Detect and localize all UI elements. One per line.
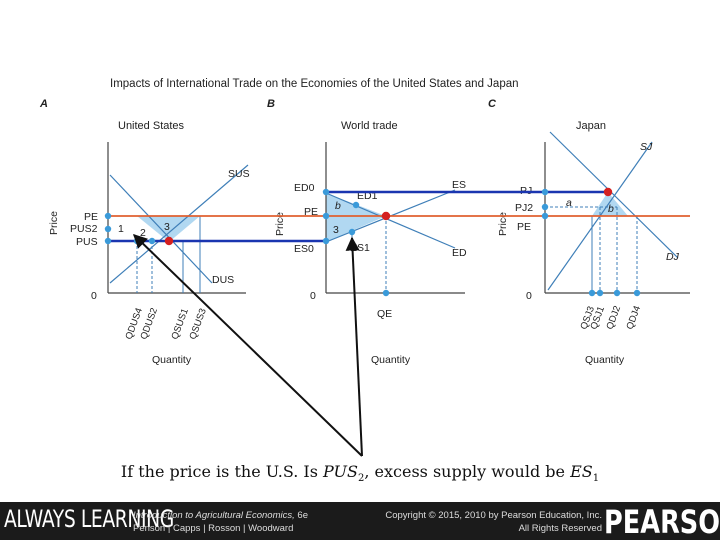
point-japan-qdj4 xyxy=(633,289,641,297)
area-us-triangle xyxy=(137,216,200,242)
caption-text-2: , excess supply would be xyxy=(364,462,571,481)
us-demand-curve xyxy=(109,174,213,284)
us-area-1: 1 xyxy=(118,223,124,235)
caption-pus: PUS xyxy=(323,462,358,481)
world-es-label: ES xyxy=(452,179,466,191)
world-area-b: b xyxy=(335,200,341,212)
point-us-pe xyxy=(104,212,112,220)
us-price-pus: PUS xyxy=(76,236,98,248)
arrow-to-es1 xyxy=(345,236,363,457)
japan-demand-label: DJ xyxy=(666,251,680,263)
point-us-qdus2 xyxy=(148,237,156,245)
point-japan-qdj2 xyxy=(613,289,621,297)
us-price-pe: PE xyxy=(84,211,98,223)
panel-japan-title: Japan xyxy=(576,120,606,132)
panel-letter-a: A xyxy=(39,98,48,110)
panel-letter-c: C xyxy=(488,98,497,110)
panel-letter-b: B xyxy=(267,98,275,110)
japan-supply-label: SJ xyxy=(640,141,653,153)
world-tick-qe: QE xyxy=(377,308,392,320)
point-japan-qsj1 xyxy=(596,289,604,297)
area-japan-b xyxy=(592,192,628,216)
panel-japan: Japan Price SJ DJ PJ PJ2 PE a b 0 QSJ3 Q… xyxy=(497,120,690,366)
japan-area-b: b xyxy=(608,203,614,215)
japan-origin: 0 xyxy=(526,290,532,302)
world-y-axis-label: Price xyxy=(274,212,286,236)
pointer-arrow-icon xyxy=(132,234,363,457)
japan-price-pj2: PJ2 xyxy=(515,202,533,214)
japan-price-pe: PE xyxy=(517,221,531,233)
us-tick-qsus3: QSUS3 xyxy=(187,307,208,341)
us-supply-label: SUS xyxy=(228,168,250,180)
world-price-pe: PE xyxy=(304,206,318,218)
us-area-2: 2 xyxy=(140,227,146,239)
copyright-text: Copyright © 2015, 2010 by Pearson Educat… xyxy=(385,510,602,521)
us-x-axis-label: Quantity xyxy=(152,354,192,366)
pearson-logo: PEARSON xyxy=(604,503,720,541)
point-us-pus xyxy=(104,237,112,245)
point-world-es0 xyxy=(322,237,330,245)
caption-text-1: If the price is the U.S. Is xyxy=(120,462,324,481)
us-area-3: 3 xyxy=(164,221,170,233)
panel-us-title: United States xyxy=(118,120,185,132)
point-world-qe xyxy=(382,289,390,297)
arrow-to-pus2 xyxy=(132,234,363,457)
panel-world-title: World trade xyxy=(341,120,398,132)
footer-bar: ALWAYS LEARNING Introduction to Agricult… xyxy=(0,502,720,541)
book-authors: Penson | Capps | Rosson | Woodward xyxy=(133,523,294,534)
point-japan-pj xyxy=(541,188,549,196)
japan-y-axis-label: Price xyxy=(497,212,509,236)
us-supply-curve xyxy=(109,164,249,284)
world-area-3: 3 xyxy=(333,224,339,236)
book-edition: 6e xyxy=(297,510,308,521)
marker-points xyxy=(104,187,641,297)
world-ed-label: ED xyxy=(452,247,467,259)
caption-es: ES xyxy=(570,462,593,481)
caption: If the price is the U.S. Is PUS2, excess… xyxy=(0,462,720,484)
japan-area-a: a xyxy=(566,197,572,209)
panel-world: World trade Price ED0 PE ES0 ED1 ES1 b 3… xyxy=(274,120,467,366)
point-japan-qsj3 xyxy=(588,289,596,297)
point-world-ed0 xyxy=(322,188,330,196)
point-world-equilibrium xyxy=(381,211,391,221)
panel-us: United States Price SUS DUS PE PUS2 PUS … xyxy=(48,120,250,366)
diagram-title: Impacts of International Trade on the Ec… xyxy=(110,78,519,90)
us-price-pus2: PUS2 xyxy=(70,223,98,235)
world-ed-curve xyxy=(325,192,456,249)
point-japan-pe xyxy=(541,212,549,220)
world-price-es0: ES0 xyxy=(294,243,314,255)
point-us-pus2 xyxy=(104,225,112,233)
point-world-ed1 xyxy=(352,201,360,209)
book-title: Introduction to Agricultural Economics, xyxy=(133,510,295,521)
point-japan-pj2 xyxy=(541,203,549,211)
us-y-axis-label: Price xyxy=(48,211,60,235)
us-demand-label: DUS xyxy=(212,274,234,286)
world-x-axis-label: Quantity xyxy=(371,354,411,366)
japan-x-axis-label: Quantity xyxy=(585,354,625,366)
always-learning-logo: ALWAYS LEARNING xyxy=(4,505,174,533)
caption-es-sub: 1 xyxy=(592,473,600,485)
us-origin: 0 xyxy=(91,290,97,302)
copyright: Copyright © 2015, 2010 by Pearson Educat… xyxy=(360,509,602,535)
point-us-highlight xyxy=(164,236,174,246)
world-price-ed0: ED0 xyxy=(294,182,315,194)
rights-text: All Rights Reserved xyxy=(518,523,602,534)
point-world-es1 xyxy=(348,228,356,236)
japan-demand-curve xyxy=(549,131,679,259)
japan-tick-qdj2: QDJ2 xyxy=(604,304,623,331)
world-origin: 0 xyxy=(310,290,316,302)
point-world-pe xyxy=(322,212,330,220)
caption-pus-sub: 2 xyxy=(357,473,365,485)
japan-tick-qdj4: QDJ4 xyxy=(624,304,643,331)
point-japan-highlight xyxy=(603,187,613,197)
book-info: Introduction to Agricultural Economics, … xyxy=(133,509,308,535)
